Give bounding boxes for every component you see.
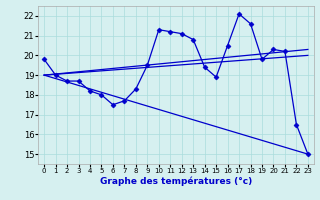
- X-axis label: Graphe des températures (°c): Graphe des températures (°c): [100, 177, 252, 186]
